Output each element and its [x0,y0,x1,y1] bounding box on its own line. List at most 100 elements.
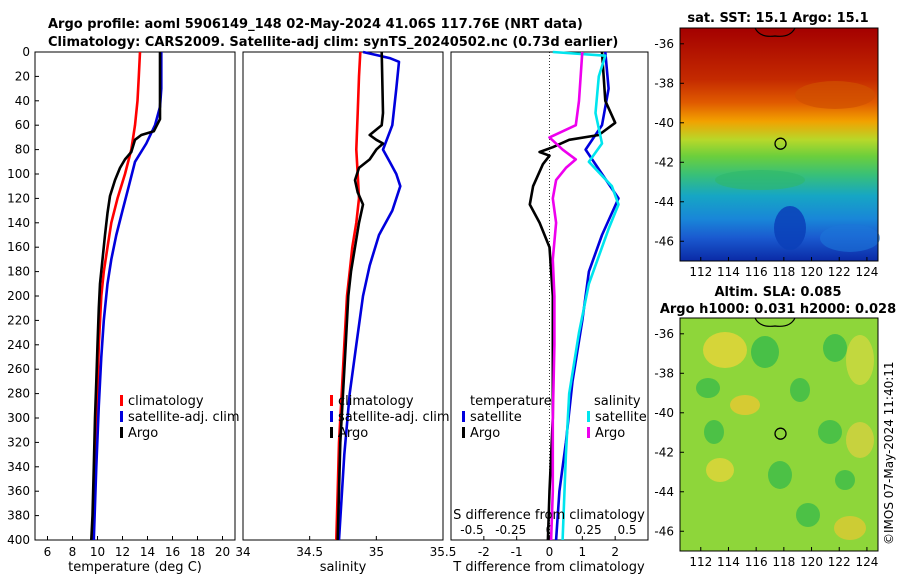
longitude-tick-label: 112 [689,555,712,569]
x-tick-label: 35 [369,545,384,559]
salinity-legend: climatology satellite-adj. clim Argo [330,394,450,441]
temperature-legend: climatology satellite-adj. clim Argo [120,394,240,441]
x-tick-label: 1 [579,545,587,559]
legend-temperature-satellite-swatch [462,411,465,422]
depth-tick-label: 60 [15,118,30,132]
sla-low [790,378,810,402]
longitude-tick-label: 122 [828,265,851,279]
latitude-tick-label: -44 [654,195,674,209]
sst-map-panel: sat. SST: 15.1 Argo: 15.1 112 114 116 118 12… [654,11,880,279]
x-tick-label: 34.5 [296,545,323,559]
longitude-tick-label: 118 [772,265,795,279]
sla-map-title: Altim. SLA: 0.085 [715,285,842,300]
depth-tick-label: 240 [7,338,30,352]
salinity-argo-line [548,51,584,541]
sla-map-anomalies [696,332,874,540]
x-tick-label: 20 [215,545,230,559]
salinity-difference-tick-label: -0.5 [460,523,483,537]
latitude-tick-label: -42 [654,445,674,459]
legend-temperature-argo-label: Argo [470,426,500,441]
legend-salinity-title: salinity [594,394,641,409]
longitude-tick-label: 124 [855,265,878,279]
depth-tick-label: 300 [7,411,30,425]
x-tick-label: 8 [69,545,77,559]
sla-high [706,458,734,482]
latitude-tick-label: -42 [654,155,674,169]
temperature-difference-tick-labels: -2 -1 0 1 2 [478,536,619,559]
longitude-tick-label: 118 [772,555,795,569]
latitude-tick-label: -44 [654,485,674,499]
difference-series [528,50,620,541]
temperature-xlabel: temperature (deg C) [68,560,202,575]
salinity-difference-tick-label: 0.25 [575,523,602,537]
coastline [754,27,796,37]
depth-tick-label: 140 [7,216,30,230]
depth-tick-label: 400 [7,533,30,547]
longitude-tick-label: 112 [689,265,712,279]
legend-satellite-label: satellite-adj. clim [338,410,450,425]
sla-low [696,378,720,398]
latitude-tick-label: -36 [654,327,674,341]
salinity-difference-label: S difference from climatology [453,508,645,523]
x-tick-label: -1 [511,545,523,559]
salinity-difference-tick-label: -0.25 [495,523,526,537]
longitude-tick-label: 120 [800,265,823,279]
depth-tick-label: 260 [7,362,30,376]
x-tick-label: 2 [611,545,619,559]
figure-title-line2: Climatology: CARS2009. Satellite-adj cli… [48,35,618,50]
legend-argo-label: Argo [338,426,368,441]
sla-map-frame [679,317,879,552]
sla-high [730,395,760,415]
salinity-satellite-line [552,50,620,541]
x-tick-label: 34 [235,545,250,559]
salinity-series [335,50,402,541]
sst-map-title: sat. SST: 15.1 Argo: 15.1 [687,11,868,26]
sla-low [796,503,820,527]
latitude-tick-label: -38 [654,366,674,380]
depth-tick-label: 320 [7,435,30,449]
difference-legend: temperature satellite Argo salinity sate… [462,394,647,441]
green-band [715,170,805,190]
depth-tick-label: 280 [7,387,30,401]
sla-low [823,334,847,362]
argo-position-marker [774,427,787,440]
longitude-tick-label: 122 [828,555,851,569]
sst-longitude-tick-labels: 112 114 116 118 120 122 124 [689,257,878,279]
salinity-panel: 34 34.5 35 35.5 salinity climatology satell… [235,50,457,575]
x-tick-label: 16 [165,545,180,559]
x-tick-label: 0 [546,545,554,559]
legend-temperature-satellite-label: satellite [470,410,522,425]
salinity-xlabel: salinity [320,560,367,575]
cold-eddy [774,206,806,250]
latitude-tick-label: -46 [654,524,674,538]
x-tick-label: 12 [115,545,130,559]
temperature-argo-line [528,51,617,541]
argo-line [336,51,385,541]
longitude-tick-label: 114 [717,555,740,569]
longitude-tick-label: 120 [800,555,823,569]
legend-argo-swatch [330,427,333,438]
legend-salinity-satellite-label: satellite [595,410,647,425]
sla-latitude-tick-labels: -36 -38 -40 -42 -44 -46 [654,327,684,538]
sla-map-panel: Altim. SLA: 0.085 Argo h1000: 0.031 h200… [654,285,896,569]
legend-salinity-satellite-swatch [587,411,590,422]
temperature-difference-xlabel: T difference from climatology [452,560,645,575]
depth-tick-labels: 0 20 40 60 80 100 120 140 160 180 200 220 240 260 280 3… [7,45,39,547]
blue-patch [820,224,880,252]
imos-credit: ©IMOS 07-May-2024 11:40:11 [882,361,896,545]
latitude-tick-label: -38 [654,76,674,90]
latitude-tick-label: -40 [654,116,674,130]
longitude-tick-label: 124 [855,555,878,569]
depth-tick-label: 100 [7,167,30,181]
figure-title-line1: Argo profile: aoml 5906149_148 02-May-20… [48,17,583,32]
legend-temperature-argo-swatch [462,427,465,438]
temperature-series [90,51,163,541]
legend-climatology-label: climatology [338,394,414,409]
x-tick-label: -2 [478,545,490,559]
x-tick-label: 10 [90,545,105,559]
depth-tick-label: 40 [15,94,30,108]
sla-high [846,335,874,385]
depth-tick-label: 120 [7,191,30,205]
x-tick-label: 35.5 [430,545,457,559]
